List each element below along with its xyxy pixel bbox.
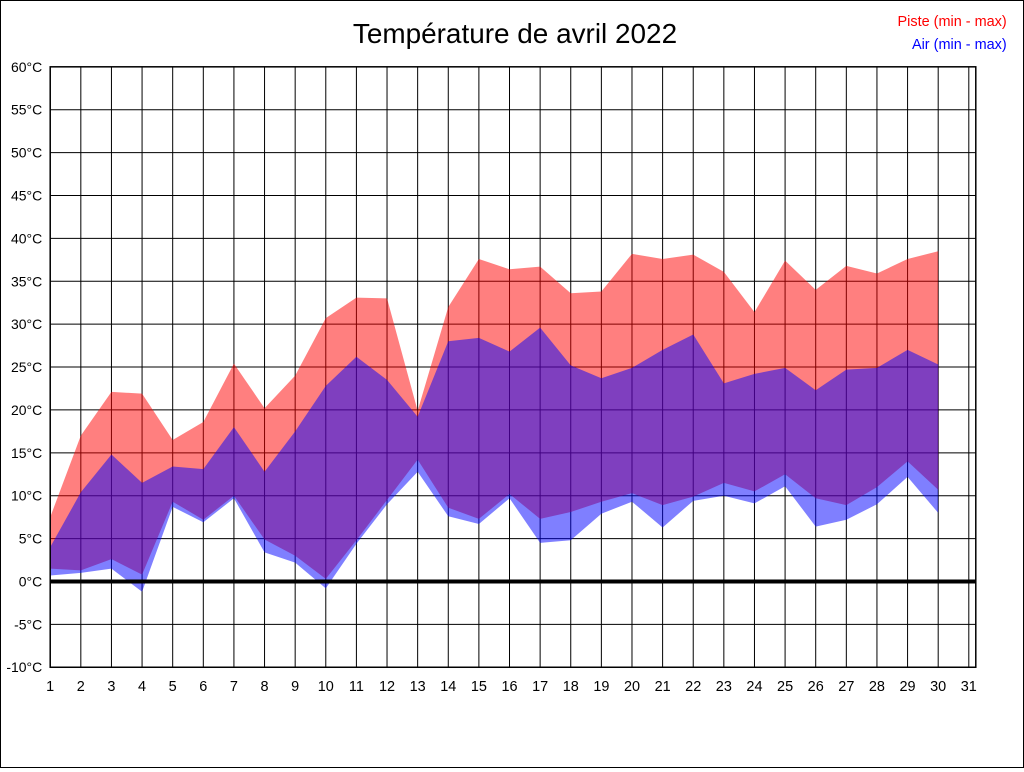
y-tick-label: 45°C (11, 187, 42, 203)
x-tick-label: 7 (230, 679, 238, 695)
plot-border (49, 66, 977, 669)
x-tick-label: 9 (291, 679, 299, 695)
y-tick-label: 20°C (11, 402, 42, 418)
y-axis-labels: 60°C 55°C 50°C 45°C 40°C 35°C 30°C 25°C 20°C 15°C… (6, 59, 42, 675)
y-tick-label: -5°C (14, 616, 42, 632)
x-tick-label: 21 (655, 679, 671, 695)
x-tick-label: 12 (379, 679, 395, 695)
x-tick-label: 10 (318, 679, 334, 695)
x-tick-label: 11 (349, 679, 364, 695)
y-tick-label: 0°C (19, 573, 42, 589)
x-tick-label: 16 (501, 679, 517, 695)
x-tick-label: 4 (138, 679, 146, 695)
y-tick-label: 25°C (11, 359, 42, 375)
y-tick-label: 10°C (11, 488, 42, 504)
x-tick-label: 17 (532, 679, 548, 695)
y-tick-label: 15°C (11, 445, 42, 461)
x-tick-label: 25 (777, 679, 793, 695)
chart-legend: Piste (min - max) Air (min - max) (897, 14, 1006, 53)
x-tick-label: 26 (808, 679, 824, 695)
x-tick-label: 3 (107, 679, 115, 695)
x-tick-label: 15 (471, 679, 487, 695)
x-tick-label: 22 (685, 679, 701, 695)
y-tick-label: -10°C (6, 659, 42, 675)
x-tick-label: 27 (838, 679, 854, 695)
air-band (50, 327, 939, 592)
x-tick-label: 20 (624, 679, 640, 695)
x-tick-label: 2 (77, 679, 85, 695)
y-tick-label: 55°C (11, 102, 42, 118)
x-tick-label: 18 (563, 679, 579, 695)
y-tick-label: 35°C (11, 273, 42, 289)
x-tick-label: 14 (440, 679, 456, 695)
x-tick-label: 31 (961, 679, 977, 695)
x-tick-label: 23 (716, 679, 732, 695)
x-axis-labels: 1 2 3 4 5 6 7 8 9 10 11 12 13 14 15 16 17 18 19 20 21 22 23 24 2… (46, 679, 977, 695)
chart-title: Température de avril 2022 (353, 18, 677, 49)
y-tick-label: 40°C (11, 230, 42, 246)
x-tick-label: 1 (46, 679, 54, 695)
x-tick-label: 19 (593, 679, 609, 695)
x-tick-label: 5 (169, 679, 177, 695)
x-tick-label: 13 (410, 679, 426, 695)
y-tick-label: 5°C (19, 531, 42, 547)
plot-area: 60°C55°C50°C45°C40°C35°C30°C25°C20°C15°C… (6, 59, 976, 695)
y-tick-label: 50°C (11, 145, 42, 161)
x-tick-label: 8 (261, 679, 269, 695)
x-tick-label: 30 (930, 679, 946, 695)
legend-item-piste: Piste (min - max) (897, 14, 1006, 30)
x-tick-label: 24 (746, 679, 762, 695)
x-tick-label: 6 (199, 679, 207, 695)
x-tick-label: 28 (869, 679, 885, 695)
x-tick-label: 29 (900, 679, 916, 695)
y-tick-label: 30°C (11, 316, 42, 332)
y-tick-label: 60°C (11, 59, 42, 75)
legend-item-air: Air (min - max) (912, 37, 1007, 53)
